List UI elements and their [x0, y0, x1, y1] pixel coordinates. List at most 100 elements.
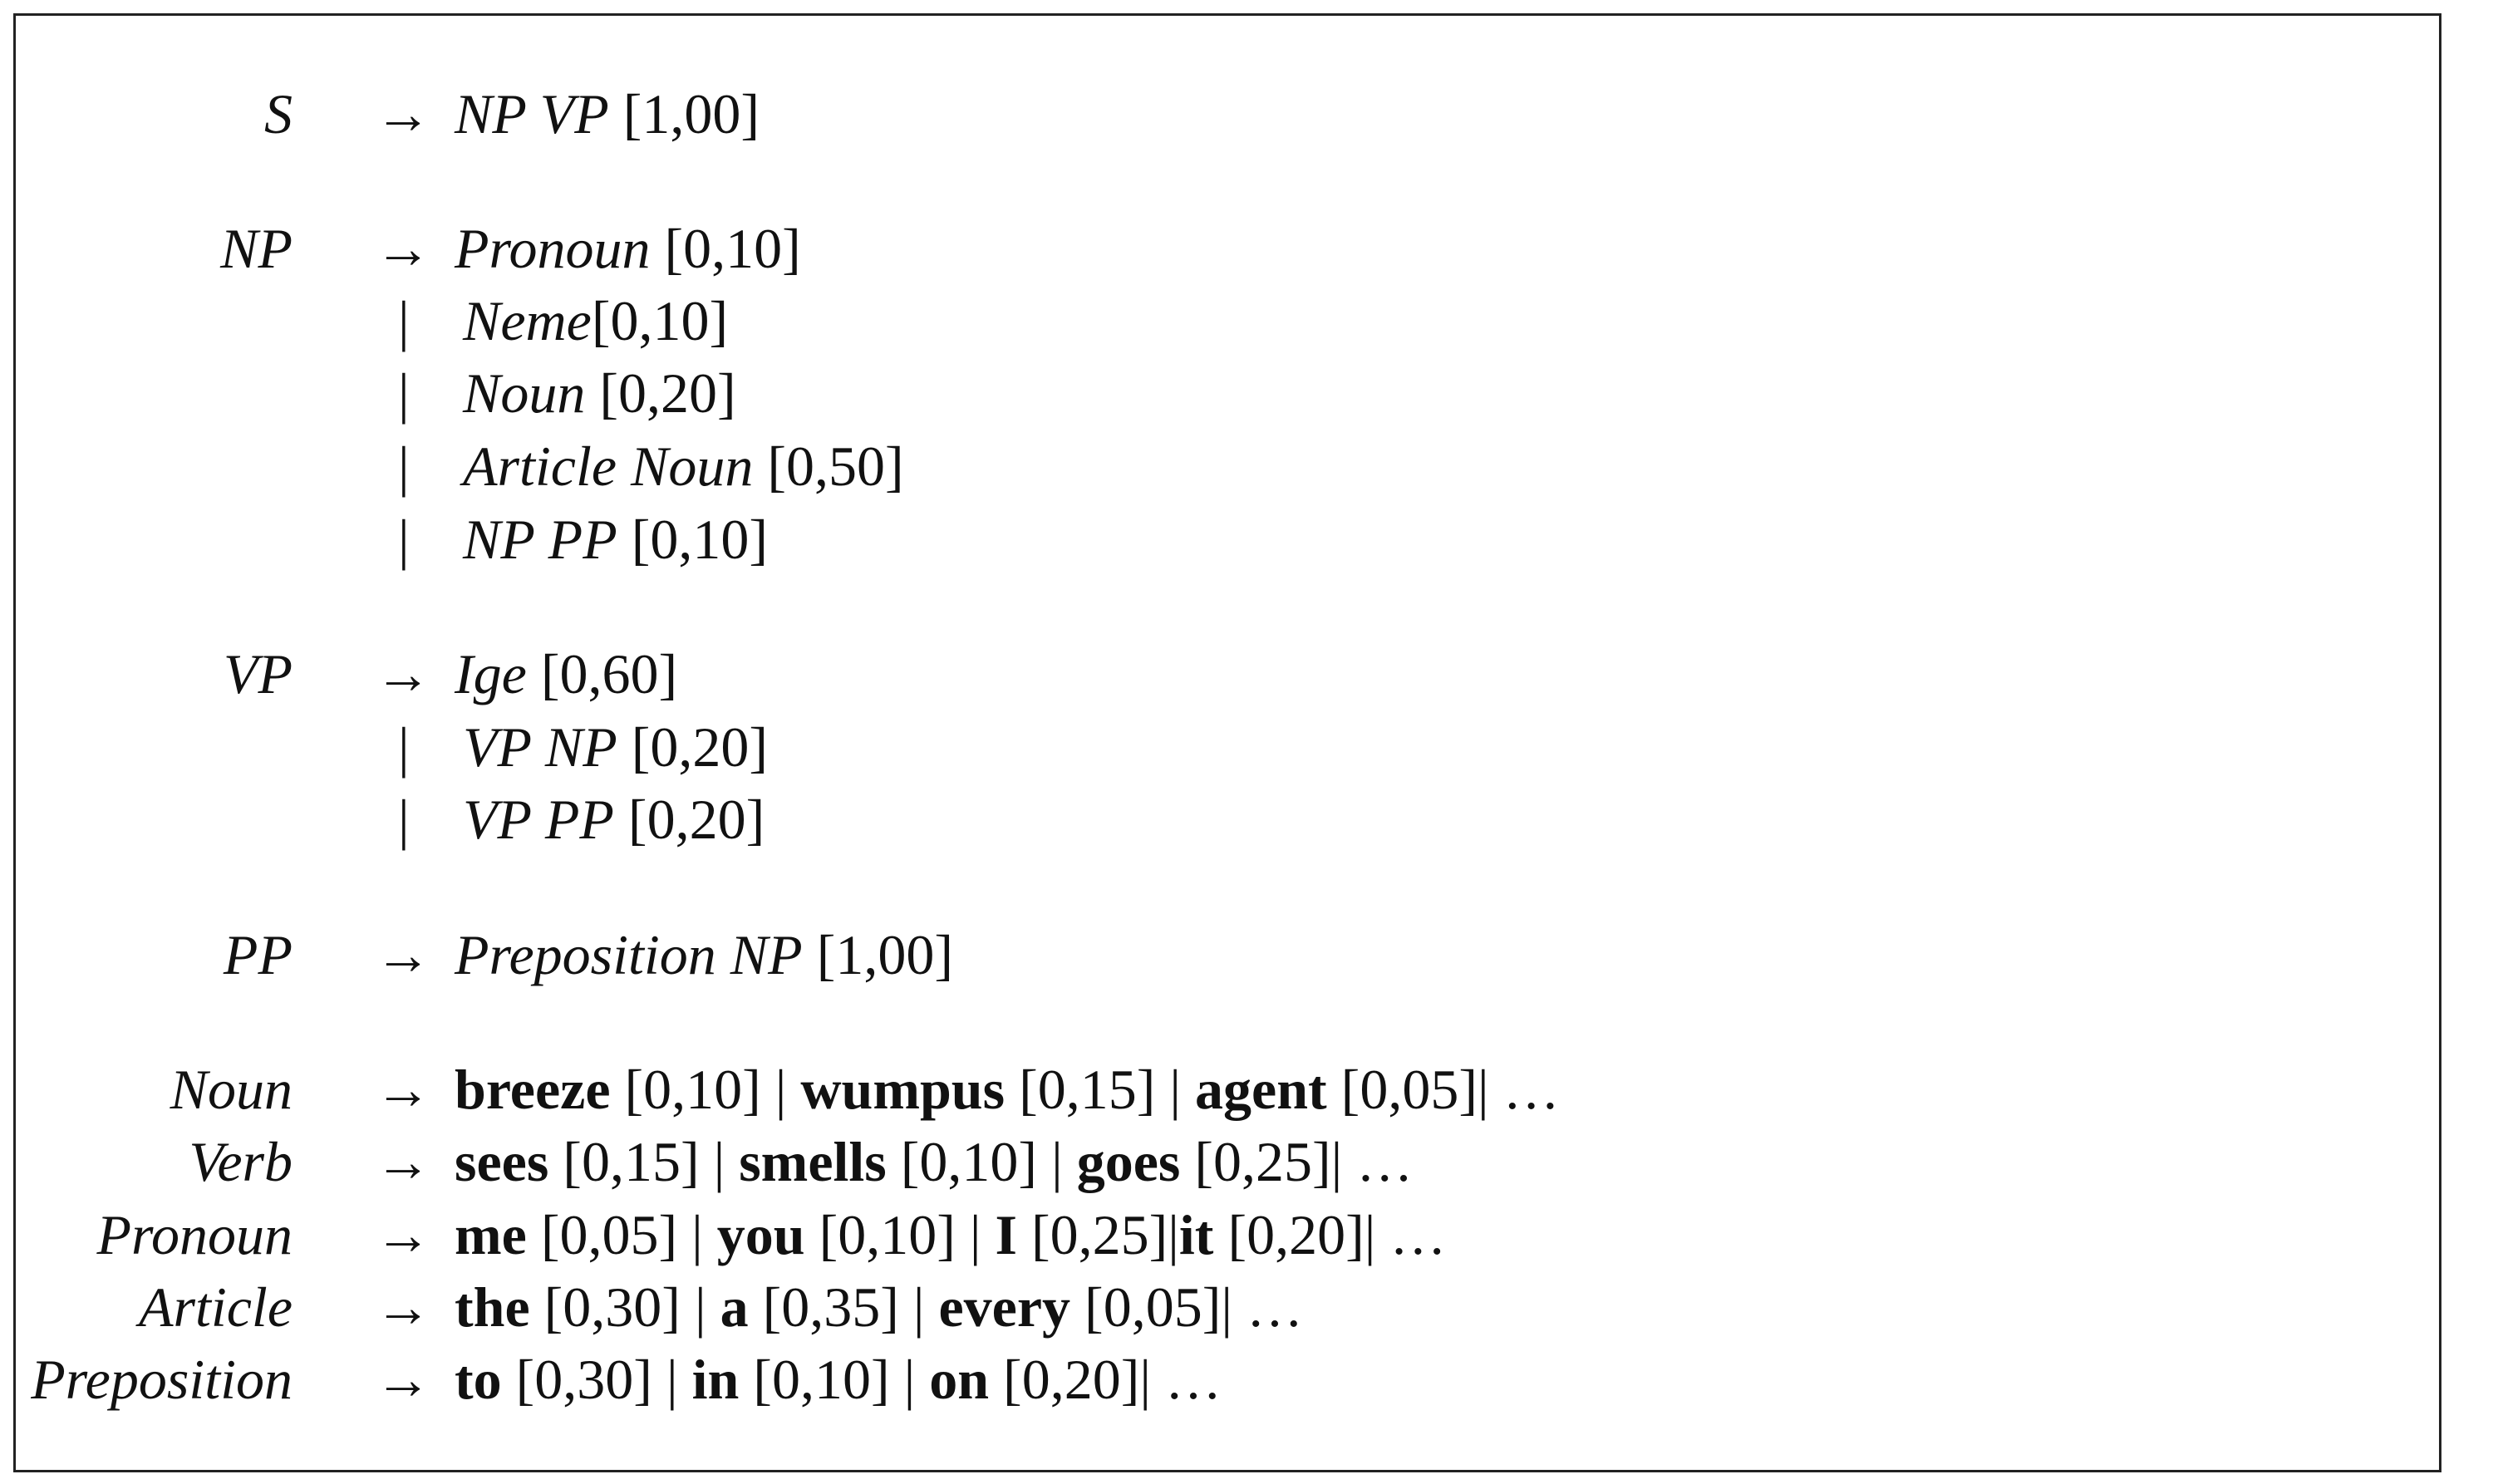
- separator: |: [1155, 1058, 1196, 1121]
- grammar-figure: S → NP VP [1,00] NP → Pronoun [0,10] | N…: [13, 13, 2441, 1472]
- rule-s-rhs: NP VP [1,00]: [455, 81, 760, 147]
- lexicon-article: Article → the [0,30] | a [0,35] | every …: [16, 1274, 2439, 1340]
- alt-bar: |: [398, 435, 410, 498]
- rule-np-lhs: NP: [220, 217, 293, 280]
- separator: |: [1037, 1130, 1077, 1193]
- rule-np-alt-2-prob: [0,20]: [599, 361, 736, 425]
- rule-pp-rhs-symbols: Preposition NP: [455, 923, 803, 986]
- rule-vp-lhs: VP: [223, 642, 293, 705]
- rule-np-alt: | Neme[0,10]: [16, 287, 2439, 354]
- rule-s-arrow: →: [375, 82, 431, 145]
- word-prob: [0,05]: [1084, 1275, 1222, 1339]
- word: wumpus: [800, 1058, 1006, 1121]
- word-prob: [0,05]: [1340, 1058, 1478, 1121]
- rule-np-alt: | NP PP [0,10]: [16, 506, 2439, 572]
- rule-np-alt-4: NP PP [0,10]: [463, 506, 768, 572]
- rule-pp-prob: [1,00]: [816, 923, 953, 986]
- rule-vp-alt-2: VP PP [0,20]: [463, 786, 765, 853]
- rule-vp-alt-2-symbols: VP PP: [463, 788, 614, 851]
- word-prob: [0,15]: [563, 1130, 700, 1193]
- rule-np-alt-4-prob: [0,10]: [631, 508, 769, 571]
- word-prob: [0,35]: [762, 1275, 899, 1339]
- rule-np-arrow: →: [375, 217, 431, 280]
- lexicon-verb-lhs: Verb: [189, 1130, 293, 1193]
- lexicon-article-rhs: the [0,30] | a [0,35] | every [0,05]| …: [455, 1274, 1303, 1340]
- separator: |: [652, 1348, 692, 1411]
- separator: |: [699, 1130, 740, 1193]
- rule-s-lhs: S: [264, 82, 293, 145]
- separator: |: [1168, 1203, 1179, 1266]
- word-prob: [0,30]: [515, 1348, 652, 1411]
- word: sees: [455, 1130, 549, 1193]
- lexicon-verb-arrow: →: [375, 1130, 431, 1193]
- word: agent: [1195, 1058, 1327, 1121]
- rule-np-rhs-0: Pronoun [0,10]: [455, 215, 801, 282]
- rule-vp-alt-1-prob: [0,20]: [631, 715, 769, 779]
- word-prob: [0,25]: [1030, 1203, 1168, 1266]
- word-prob: [0,25]: [1194, 1130, 1331, 1193]
- lexicon-verb-rhs: sees [0,15] | smells [0,10] | goes [0,25…: [455, 1128, 1413, 1195]
- lexicon-pronoun-arrow: →: [375, 1203, 431, 1266]
- lexicon-preposition: Preposition → to [0,30] | in [0,10] | on…: [16, 1346, 2439, 1413]
- word-prob: [0,05]: [540, 1203, 678, 1266]
- rule-pp-rhs: Preposition NP [1,00]: [455, 921, 953, 988]
- alt-bar: |: [398, 508, 410, 571]
- lexicon-noun-arrow: →: [375, 1058, 431, 1121]
- separator: |: [760, 1058, 801, 1121]
- alt-bar: |: [398, 361, 410, 425]
- separator: |: [1221, 1275, 1232, 1339]
- word-prob: [0,20]: [1227, 1203, 1365, 1266]
- rule-np-alt-2-symbols: Noun: [463, 361, 586, 425]
- rule-pp-lhs: PP: [223, 923, 293, 986]
- rule-np-rhs-0-prob: [0,10]: [664, 217, 801, 280]
- word: on: [929, 1348, 990, 1411]
- separator: |: [1330, 1130, 1343, 1193]
- rule-np-alt: | Article Noun [0,50]: [16, 433, 2439, 499]
- alt-bar: |: [398, 788, 410, 851]
- lexicon-preposition-lhs: Preposition: [31, 1348, 293, 1411]
- separator: |: [898, 1275, 939, 1339]
- rule-vp-first: VP → Ige [0,60]: [16, 641, 2439, 707]
- ellipsis: …: [1246, 1275, 1303, 1339]
- separator: |: [889, 1348, 930, 1411]
- word-prob: [0,10]: [819, 1203, 956, 1266]
- word: me: [455, 1203, 527, 1266]
- rule-np-alt-3: Article Noun [0,50]: [463, 433, 904, 499]
- word: it: [1178, 1203, 1214, 1266]
- rule-np-rhs-0-symbols: Pronoun: [455, 217, 651, 280]
- rule-s: S → NP VP [1,00]: [16, 81, 2439, 147]
- rule-vp-alt: | VP NP [0,20]: [16, 714, 2439, 780]
- separator: |: [1139, 1348, 1151, 1411]
- lexicon-noun: Noun → breeze [0,10] | wumpus [0,15] | a…: [16, 1056, 2439, 1123]
- rule-vp-rhs-0: Ige [0,60]: [455, 641, 677, 707]
- lexicon-pronoun-lhs: Pronoun: [96, 1203, 293, 1266]
- rule-vp-arrow: →: [375, 642, 431, 705]
- rule-np-alt: | Noun [0,20]: [16, 360, 2439, 426]
- ellipsis: …: [1164, 1348, 1222, 1411]
- lexicon-preposition-arrow: →: [375, 1348, 431, 1411]
- separator: |: [677, 1203, 717, 1266]
- ellipsis: …: [1502, 1058, 1560, 1121]
- lexicon-preposition-rhs: to [0,30] | in [0,10] | on [0,20]| …: [455, 1346, 1222, 1413]
- lexicon-pronoun: Pronoun → me [0,05] | you [0,10] | I [0,…: [16, 1201, 2439, 1268]
- word-prob: [0,10]: [624, 1058, 761, 1121]
- lexicon-article-arrow: →: [375, 1275, 431, 1339]
- rule-vp-alt-1-symbols: VP NP: [463, 715, 617, 779]
- word: to: [455, 1348, 502, 1411]
- word-prob: [0,20]: [1003, 1348, 1140, 1411]
- rule-pp-arrow: →: [375, 923, 431, 986]
- rule-np-alt-3-symbols: Article Noun: [463, 435, 754, 498]
- lexicon-article-lhs: Article: [138, 1275, 293, 1339]
- lexicon-noun-rhs: breeze [0,10] | wumpus [0,15] | agent [0…: [455, 1056, 1560, 1123]
- word: smells: [739, 1130, 887, 1193]
- rule-s-prob: [1,00]: [622, 82, 760, 145]
- word-prob: [0,10]: [753, 1348, 890, 1411]
- lexicon-pronoun-rhs: me [0,05] | you [0,10] | I [0,25]|it [0,…: [455, 1201, 1446, 1268]
- rule-s-rhs-symbols: NP VP: [455, 82, 609, 145]
- separator: |: [1364, 1203, 1376, 1266]
- word: you: [716, 1203, 805, 1266]
- alt-bar: |: [398, 715, 410, 779]
- lexicon-verb: Verb → sees [0,15] | smells [0,10] | goe…: [16, 1128, 2439, 1195]
- separator: |: [680, 1275, 720, 1339]
- word: breeze: [455, 1058, 611, 1121]
